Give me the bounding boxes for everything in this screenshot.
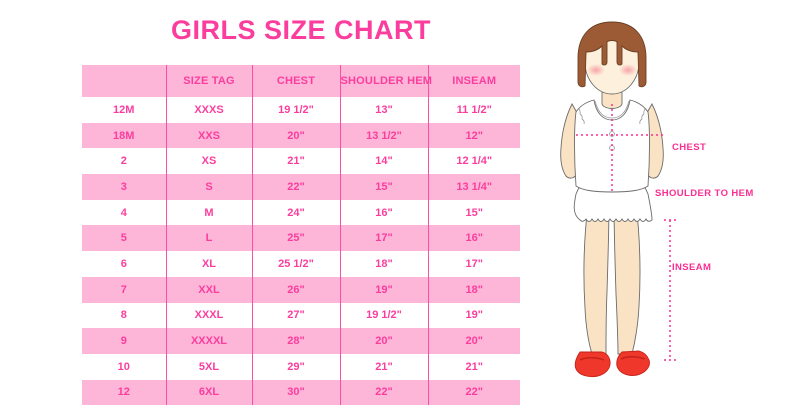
cell-chest: 19 1/2" <box>251 97 340 123</box>
page-title: GIRLS SIZE CHART <box>170 15 431 45</box>
cell-size: 8 <box>82 302 166 329</box>
cell-inseam: 19" <box>427 302 520 329</box>
cell-size-tag: XXS <box>165 122 252 149</box>
cell-size: 12M <box>82 97 166 123</box>
cell-size-tag: M <box>165 199 252 226</box>
shoes-group <box>574 350 650 378</box>
cell-size-tag: L <box>165 225 252 252</box>
cell-chest: 30" <box>251 379 340 405</box>
cell-chest: 20" <box>251 122 340 149</box>
column-header-inseam: INSEAM <box>427 65 520 97</box>
cell-size: 4 <box>82 199 166 226</box>
cell-shoulder-hem: 21" <box>339 353 428 380</box>
cell-shoulder-hem: 19" <box>339 276 428 303</box>
table-row: 8 XXXL 27" 19 1/2" 19" <box>82 302 520 329</box>
measurement-lines-group <box>576 104 676 361</box>
cell-size: 9 <box>82 328 166 354</box>
column-header-chest: CHEST <box>251 65 340 97</box>
cell-chest: 26" <box>251 276 340 303</box>
cell-inseam: 11 1/2" <box>427 97 520 123</box>
table-row: 2 XS 21" 14" 12 1/4" <box>82 148 520 175</box>
callout-label-inseam: INSEAM <box>672 262 712 273</box>
cell-inseam: 16" <box>427 225 520 252</box>
cell-shoulder-hem: 13 1/2" <box>339 122 428 149</box>
cell-shoulder-hem: 14" <box>339 148 428 175</box>
figure-legs-group <box>583 203 641 355</box>
cell-size-tag: 5XL <box>165 353 252 380</box>
cell-size: 5 <box>82 225 166 252</box>
cell-size: 18M <box>82 122 166 149</box>
cell-size: 6 <box>82 251 166 277</box>
cell-inseam: 15" <box>427 199 520 226</box>
cell-size: 7 <box>82 276 166 303</box>
cell-size: 12 <box>82 379 166 405</box>
table-row: 9 XXXXL 28" 20" 20" <box>82 328 520 354</box>
cell-size-tag: XS <box>165 148 252 175</box>
table-header-row: SIZE TAG CHEST SHOULDER HEM INSEAM <box>82 65 520 97</box>
cell-chest: 24" <box>251 199 340 226</box>
cell-shoulder-hem: 20" <box>339 328 428 354</box>
column-header-size-tag: SIZE TAG <box>165 65 252 97</box>
cell-inseam: 13 1/4" <box>427 174 520 200</box>
table-row: 3 S 22" 15" 13 1/4" <box>82 174 520 200</box>
cell-inseam: 20" <box>427 328 520 354</box>
table-row: 6 XL 25 1/2" 18" 17" <box>82 251 520 277</box>
cell-size-tag: XXXL <box>165 302 252 329</box>
cell-chest: 29" <box>251 353 340 380</box>
cell-shoulder-hem: 16" <box>339 199 428 226</box>
size-chart-table: SIZE TAG CHEST SHOULDER HEM INSEAM 12M XX… <box>82 65 520 405</box>
column-header-shoulder-hem: SHOULDER HEM <box>339 65 432 97</box>
cell-size-tag: XXXS <box>165 97 252 123</box>
cell-inseam: 18" <box>427 276 520 303</box>
table-row: 5 L 25" 17" 16" <box>82 225 520 252</box>
cell-inseam: 21" <box>427 353 520 380</box>
hair-group <box>577 21 647 88</box>
cell-shoulder-hem: 22" <box>339 379 428 405</box>
callout-label-chest: CHEST <box>672 142 707 153</box>
cell-inseam: 12 1/4" <box>427 148 520 175</box>
table-row: 12M XXXS 19 1/2" 13" 11 1/2" <box>82 97 520 123</box>
table-row: 4 M 24" 16" 15" <box>82 199 520 226</box>
column-header-size <box>82 65 166 97</box>
girl-figure-illustration <box>536 8 696 392</box>
cell-chest: 21" <box>251 148 340 175</box>
cell-size-tag: XXXXL <box>165 328 252 354</box>
cell-shoulder-hem: 19 1/2" <box>339 302 428 329</box>
cell-chest: 22" <box>251 174 340 200</box>
callout-label-shoulder-to-hem: SHOULDER TO HEM <box>655 188 754 199</box>
table-row: 10 5XL 29" 21" 21" <box>82 353 520 380</box>
table-header: SIZE TAG CHEST SHOULDER HEM INSEAM <box>82 65 520 97</box>
cell-shoulder-hem: 15" <box>339 174 428 200</box>
cell-inseam: 22" <box>427 379 520 405</box>
cell-inseam: 17" <box>427 251 520 277</box>
cell-chest: 25" <box>251 225 340 252</box>
cell-size-tag: 6XL <box>165 379 252 405</box>
table-row: 12 6XL 30" 22" 22" <box>82 379 520 405</box>
table-row: 7 XXL 26" 19" 18" <box>82 276 520 303</box>
cell-chest: 25 1/2" <box>251 251 340 277</box>
table-body: 12M XXXS 19 1/2" 13" 11 1/2" 18M XXS 20" 13 1/2"… <box>82 97 520 405</box>
cell-chest: 27" <box>251 302 340 329</box>
cell-shoulder-hem: 18" <box>339 251 428 277</box>
cell-shoulder-hem: 13" <box>339 97 428 123</box>
cell-size-tag: XL <box>165 251 252 277</box>
cell-size: 2 <box>82 148 166 175</box>
cell-size-tag: S <box>165 174 252 200</box>
cell-chest: 28" <box>251 328 340 354</box>
cell-inseam: 12" <box>427 122 520 149</box>
cell-size: 10 <box>82 353 166 380</box>
cell-size-tag: XXL <box>165 276 252 303</box>
table-row: 18M XXS 20" 13 1/2" 12" <box>82 122 520 149</box>
skirt-group <box>573 181 653 222</box>
cell-size: 3 <box>82 174 166 200</box>
cell-shoulder-hem: 17" <box>339 225 428 252</box>
